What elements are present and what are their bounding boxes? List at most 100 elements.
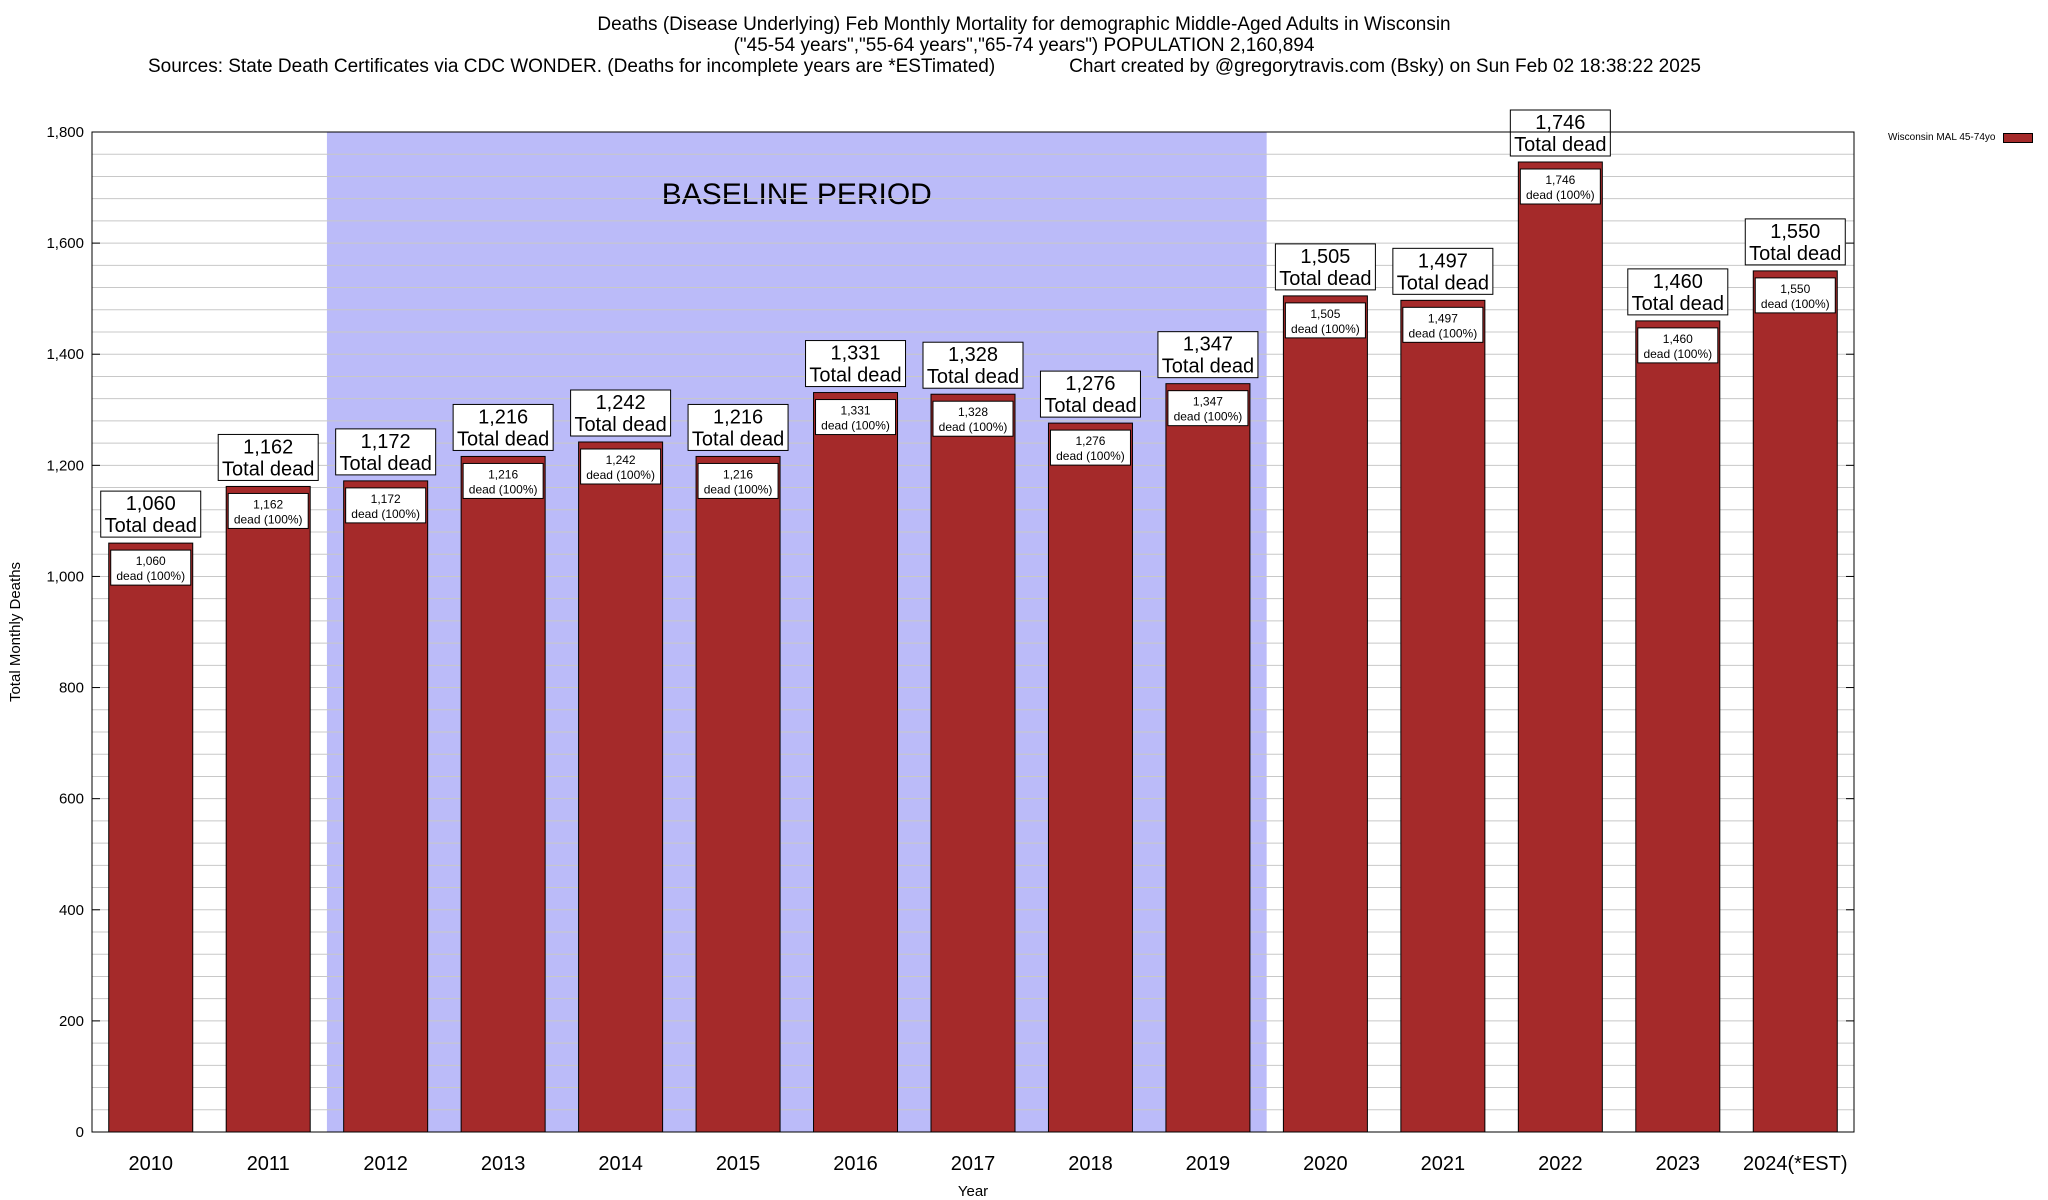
inner-value-label: 1,460: [1663, 332, 1693, 346]
x-tick-label: 2013: [481, 1153, 526, 1175]
bar: [343, 480, 429, 1133]
inner-percent-label: dead (100%): [939, 420, 1008, 434]
x-tick-label: 2010: [128, 1153, 173, 1175]
total-value-label: 1,746: [1535, 112, 1585, 134]
total-value-label: 1,216: [478, 406, 528, 428]
x-tick-label: 2015: [716, 1153, 761, 1175]
inner-percent-label: dead (100%): [1526, 188, 1595, 202]
bar: [813, 392, 899, 1133]
total-label-box: [922, 341, 1024, 389]
x-tick-label: 2017: [951, 1153, 996, 1175]
total-label-box: [335, 428, 437, 476]
inner-value-label: 1,746: [1545, 173, 1575, 187]
chart-sources-credit: Sources: State Death Certificates via CD…: [148, 56, 1701, 77]
inner-label-box: [1402, 306, 1484, 343]
inner-percent-label: dead (100%): [1056, 449, 1125, 463]
x-tick-label: 2020: [1303, 1153, 1348, 1175]
chart-subtitle: ("45-54 years","55-64 years","65-74 year…: [733, 35, 1315, 56]
chart-title: Deaths (Disease Underlying) Feb Monthly …: [597, 14, 1451, 35]
inner-value-label: 1,331: [841, 404, 871, 418]
total-dead-label: Total dead: [574, 414, 666, 436]
inner-percent-label: dead (100%): [1409, 326, 1478, 340]
inner-label-box: [1284, 302, 1366, 339]
total-label-box: [1509, 109, 1611, 157]
inner-value-label: 1,497: [1428, 311, 1458, 325]
total-dead-label: Total dead: [1162, 356, 1254, 378]
inner-label-box: [462, 462, 544, 499]
inner-value-label: 1,216: [488, 467, 518, 481]
y-tick-label: 1,200: [46, 457, 84, 474]
x-tick-label: 2019: [1186, 1153, 1231, 1175]
inner-value-label: 1,242: [606, 453, 636, 467]
inner-value-label: 1,550: [1780, 282, 1810, 296]
total-label-box: [1627, 268, 1729, 316]
bar: [1517, 161, 1603, 1133]
inner-label-box: [227, 492, 309, 529]
bar: [1165, 383, 1251, 1133]
inner-percent-label: dead (100%): [704, 482, 773, 496]
total-label-box: [1274, 243, 1376, 291]
total-dead-label: Total dead: [1397, 272, 1489, 294]
baseline-period-label: BASELINE PERIOD: [662, 178, 932, 211]
inner-label-box: [697, 462, 779, 499]
inner-percent-label: dead (100%): [469, 482, 538, 496]
total-dead-label: Total dead: [105, 515, 197, 537]
total-dead-label: Total dead: [1044, 395, 1136, 417]
inner-label-box: [1637, 327, 1719, 364]
bar: [460, 455, 546, 1133]
total-dead-label: Total dead: [457, 428, 549, 450]
inner-value-label: 1,505: [1310, 307, 1340, 321]
inner-percent-label: dead (100%): [1761, 297, 1830, 311]
inner-value-label: 1,276: [1075, 434, 1105, 448]
total-label-box: [217, 433, 319, 481]
total-dead-label: Total dead: [222, 458, 314, 480]
x-tick-label: 2024(*EST): [1743, 1153, 1848, 1175]
inner-percent-label: dead (100%): [1291, 322, 1360, 336]
inner-label-box: [110, 549, 192, 586]
total-dead-label: Total dead: [1279, 268, 1371, 290]
total-dead-label: Total dead: [1514, 134, 1606, 156]
total-value-label: 1,331: [831, 343, 881, 365]
inner-label-box: [1167, 390, 1249, 427]
x-tick-label: 2023: [1656, 1153, 1701, 1175]
chart-title-block: Deaths (Disease Underlying) Feb Monthly …: [0, 14, 2048, 77]
total-value-label: 1,216: [713, 406, 763, 428]
inner-value-label: 1,162: [253, 497, 283, 511]
y-tick-label: 800: [59, 680, 84, 697]
inner-label-box: [815, 399, 897, 436]
x-tick-label: 2016: [833, 1153, 878, 1175]
total-dead-label: Total dead: [1632, 293, 1724, 315]
total-label-box: [570, 389, 672, 437]
total-label-box: [1392, 247, 1494, 295]
inner-label-box: [1519, 168, 1601, 205]
total-label-box: [687, 403, 789, 451]
y-tick-label: 1,400: [46, 346, 84, 363]
inner-label-box: [345, 487, 427, 524]
inner-label-box: [932, 400, 1014, 437]
total-value-label: 1,276: [1065, 373, 1115, 395]
inner-value-label: 1,328: [958, 405, 988, 419]
legend-swatch: [2003, 132, 2034, 143]
bar: [578, 441, 664, 1133]
bar: [1282, 295, 1368, 1133]
y-tick-label: 200: [59, 1013, 84, 1030]
total-dead-label: Total dead: [809, 365, 901, 387]
total-value-label: 1,328: [948, 344, 998, 366]
total-label-box: [1744, 218, 1846, 266]
bar: [225, 485, 311, 1133]
inner-percent-label: dead (100%): [1174, 410, 1243, 424]
inner-value-label: 1,347: [1193, 395, 1223, 409]
total-dead-label: Total dead: [340, 453, 432, 475]
inner-percent-label: dead (100%): [586, 468, 655, 482]
y-tick-label: 1,800: [46, 124, 84, 141]
inner-label-box: [580, 448, 662, 485]
total-value-label: 1,497: [1418, 250, 1468, 272]
y-tick-label: 0: [76, 1124, 84, 1141]
total-value-label: 1,060: [126, 493, 176, 515]
inner-value-label: 1,216: [723, 467, 753, 481]
inner-percent-label: dead (100%): [116, 569, 185, 583]
x-tick-label: 2012: [363, 1153, 408, 1175]
inner-value-label: 1,060: [136, 554, 166, 568]
bar: [695, 455, 781, 1133]
